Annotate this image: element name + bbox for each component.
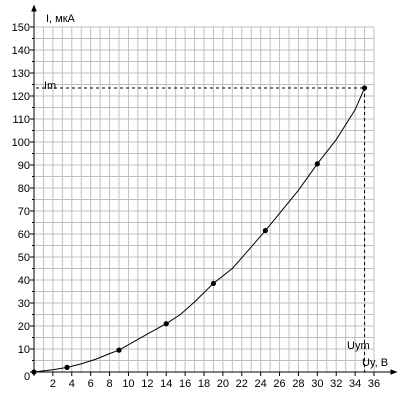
data-points [31,85,368,375]
labels: I, мкА Uy, В 0 Im Uym [24,13,388,383]
y-tick-label: 140 [12,45,30,57]
y-tick-label: 40 [18,275,30,287]
x-tick-label: 18 [198,378,210,390]
y-axis-label: I, мкА [46,13,76,25]
series-curve [33,87,366,373]
origin-label: 0 [24,371,30,383]
y-tick-label: 150 [12,22,30,34]
x-tick-label: 32 [330,378,342,390]
x-tick-label: 8 [106,378,112,390]
x-tick-label: 14 [160,378,172,390]
y-tick-label: 80 [18,183,30,195]
data-point [210,280,217,287]
data-point [31,369,37,375]
x-tick-label: 12 [141,378,153,390]
x-tick-label: 26 [273,378,285,390]
y-tick-label: 120 [12,91,30,103]
x-tick-label: 22 [236,378,248,390]
y-tick-label: 60 [18,229,30,241]
x-tick-label: 4 [69,378,75,390]
data-point [64,364,70,370]
x-tick-label: 28 [292,378,304,390]
data-point [361,85,368,91]
y-tick-label: 10 [18,344,30,356]
x-tick-label: 30 [311,378,323,390]
x-tick-label: 20 [217,378,229,390]
x-tick-label: 2 [50,378,56,390]
x-tick-label: 24 [255,378,267,390]
series-line [33,87,366,373]
grid [34,26,375,372]
y-tick-label: 50 [18,252,30,264]
y-tick-label: 30 [18,298,30,310]
x-tick-label: 34 [349,378,361,390]
data-point [262,227,268,234]
x-tick-label: 36 [368,378,380,390]
y-tick-label: 70 [18,206,30,218]
x-tick-label: 10 [122,378,134,390]
y-tick-label: 100 [12,137,30,149]
data-point [163,321,169,327]
data-point [314,161,320,167]
y-tick-label: 20 [18,321,30,333]
y-tick-label: 130 [12,68,30,80]
x-axis-label: Uy, В [362,357,388,369]
axes [30,4,398,376]
x-tick-label: 16 [179,378,191,390]
y-tick-label: 90 [18,160,30,172]
y-tick-label: 110 [12,114,30,126]
guide-lines [36,87,366,372]
data-point [116,347,122,353]
im-label: Im [44,80,56,92]
uym-label: Uym [347,340,370,352]
x-tick-label: 6 [88,378,94,390]
